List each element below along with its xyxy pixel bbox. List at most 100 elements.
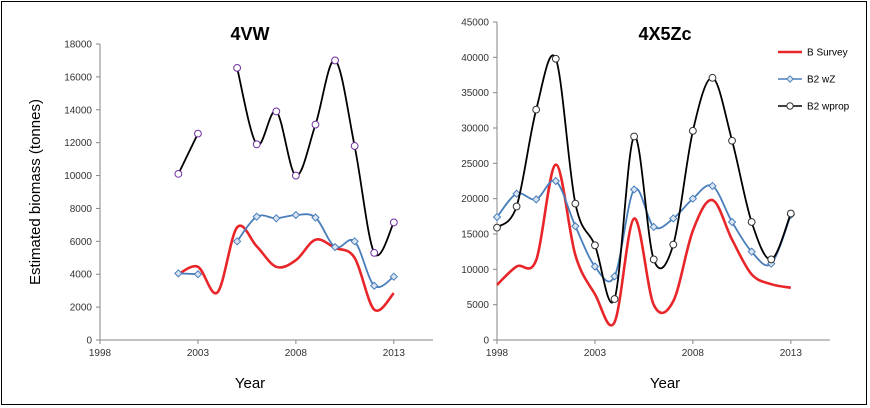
y-tick-label: 10000 bbox=[461, 265, 489, 276]
data-point-b2_wz bbox=[370, 281, 379, 290]
series-b_survey bbox=[177, 224, 395, 312]
x-tick-label: 1998 bbox=[486, 348, 509, 359]
legend-label-b2_wz: B2 wZ bbox=[807, 75, 835, 86]
y-tick-label: 40000 bbox=[461, 53, 489, 64]
data-point-b2_wprop bbox=[767, 255, 776, 264]
data-point-b2_wprop bbox=[233, 63, 242, 72]
x-tick-label: 2013 bbox=[383, 348, 406, 359]
data-point-b2_wz bbox=[512, 189, 521, 198]
data-point-b2_wz bbox=[747, 247, 756, 256]
series-b2_wz bbox=[174, 210, 399, 290]
data-point-b2_wz bbox=[669, 214, 678, 223]
y-tick-label: 4000 bbox=[70, 270, 93, 281]
data-point-b2_wz bbox=[610, 272, 619, 281]
x-tick-label: 2008 bbox=[285, 348, 308, 359]
y-tick-label: 20000 bbox=[461, 194, 489, 205]
data-point-b2_wprop bbox=[389, 218, 398, 227]
data-point-b2_wz bbox=[629, 185, 639, 194]
data-point-b2_wz bbox=[571, 222, 580, 231]
data-point-b2_wprop bbox=[630, 132, 639, 141]
legend-marker-b2_wprop bbox=[786, 102, 794, 110]
data-point-b2_wprop bbox=[669, 240, 678, 249]
chart-title: 4X5Zc bbox=[638, 24, 691, 44]
x-tick-label: 2008 bbox=[682, 348, 705, 359]
chart-1: 0 2000 4000 6000 8000 10000 12000 14000 16000 180… bbox=[27, 24, 433, 392]
data-point-b2_wprop bbox=[610, 295, 619, 303]
data-point-b2_wprop bbox=[194, 129, 202, 138]
data-point-b2_wprop bbox=[747, 218, 756, 226]
data-point-b2_wprop bbox=[331, 56, 339, 65]
data-point-b2_wz bbox=[688, 194, 698, 203]
data-point-b2_wz bbox=[727, 217, 737, 227]
legend-marker-b2_wz bbox=[786, 75, 794, 83]
legend: B Survey B2 wZ B2 wprop bbox=[778, 48, 850, 113]
y-tick-label: 16000 bbox=[64, 72, 92, 83]
data-point-b2_wprop bbox=[272, 107, 281, 116]
y-tick-label: 2000 bbox=[70, 303, 93, 314]
legend-label-b2_wprop: B2 wprop bbox=[807, 102, 850, 113]
y-tick-label: 6000 bbox=[70, 237, 93, 248]
series-line-b_survey bbox=[177, 224, 395, 312]
x-tick-label: 2003 bbox=[187, 348, 210, 359]
x-axis-label: Year bbox=[235, 375, 265, 392]
data-point-b2_wz bbox=[311, 213, 320, 222]
data-point-b2_wz bbox=[389, 272, 399, 281]
series-b2_wprop bbox=[174, 56, 398, 257]
series-line-b2_wprop bbox=[177, 133, 199, 175]
data-point-b2_wz bbox=[174, 269, 183, 278]
y-tick-label: 12000 bbox=[64, 138, 92, 149]
x-axis-label: Year bbox=[650, 375, 680, 392]
series-line-b_survey bbox=[496, 163, 792, 327]
chart-title: 4VW bbox=[230, 24, 269, 44]
y-tick-label: 10000 bbox=[64, 171, 92, 182]
data-point-b2_wz bbox=[708, 181, 717, 191]
x-tick-label: 1998 bbox=[89, 348, 112, 359]
data-point-b2_wprop bbox=[252, 140, 261, 149]
y-axis-label: Estimated biomass (tonnes) bbox=[27, 99, 44, 285]
data-point-b2_wprop bbox=[649, 255, 658, 264]
data-point-b2_wprop bbox=[728, 136, 736, 145]
data-point-b2_wprop bbox=[370, 248, 379, 257]
data-point-b2_wprop bbox=[532, 105, 541, 114]
data-point-b2_wprop bbox=[350, 142, 359, 150]
data-point-b2_wz bbox=[252, 212, 261, 221]
series-line-b2_wprop bbox=[236, 59, 395, 257]
data-point-b2_wprop bbox=[786, 209, 795, 218]
chart-2: 0 5000 10000 15000 20000 25000 30000 35000 40000… bbox=[461, 18, 849, 393]
series-b2_wz bbox=[492, 176, 796, 283]
x-tick-label: 2003 bbox=[584, 348, 607, 359]
data-point-b2_wprop bbox=[688, 126, 697, 135]
data-point-b2_wprop bbox=[571, 199, 580, 208]
y-tick-label: 15000 bbox=[461, 230, 489, 241]
data-point-b2_wprop bbox=[493, 223, 501, 232]
y-tick-label: 0 bbox=[483, 336, 489, 347]
y-tick-label: 45000 bbox=[461, 18, 489, 29]
data-point-b2_wprop bbox=[311, 120, 320, 129]
series-line-b2_wz bbox=[496, 179, 792, 283]
y-tick-label: 8000 bbox=[70, 204, 93, 215]
y-tick-label: 14000 bbox=[64, 105, 92, 116]
data-point-b2_wz bbox=[531, 195, 541, 204]
data-point-b2_wz bbox=[590, 262, 600, 271]
y-tick-label: 0 bbox=[86, 336, 92, 347]
y-tick-label: 35000 bbox=[461, 88, 489, 99]
y-tick-label: 25000 bbox=[461, 159, 489, 170]
y-tick-label: 30000 bbox=[461, 124, 489, 135]
data-point-b2_wprop bbox=[551, 54, 560, 63]
series-b_survey bbox=[496, 163, 792, 327]
data-point-b2_wz bbox=[232, 237, 242, 246]
data-point-b2_wz bbox=[492, 212, 502, 222]
y-tick-label: 5000 bbox=[467, 300, 490, 311]
legend-label-b_survey: B Survey bbox=[807, 48, 848, 59]
data-point-b2_wz bbox=[649, 222, 658, 232]
series-b2_wprop bbox=[493, 54, 795, 304]
data-point-b2_wprop bbox=[591, 241, 599, 250]
data-point-b2_wprop bbox=[291, 171, 300, 180]
data-point-b2_wprop bbox=[708, 73, 717, 82]
y-tick-label: 18000 bbox=[64, 40, 92, 51]
data-point-b2_wz bbox=[272, 214, 281, 223]
data-point-b2_wz bbox=[551, 176, 560, 186]
